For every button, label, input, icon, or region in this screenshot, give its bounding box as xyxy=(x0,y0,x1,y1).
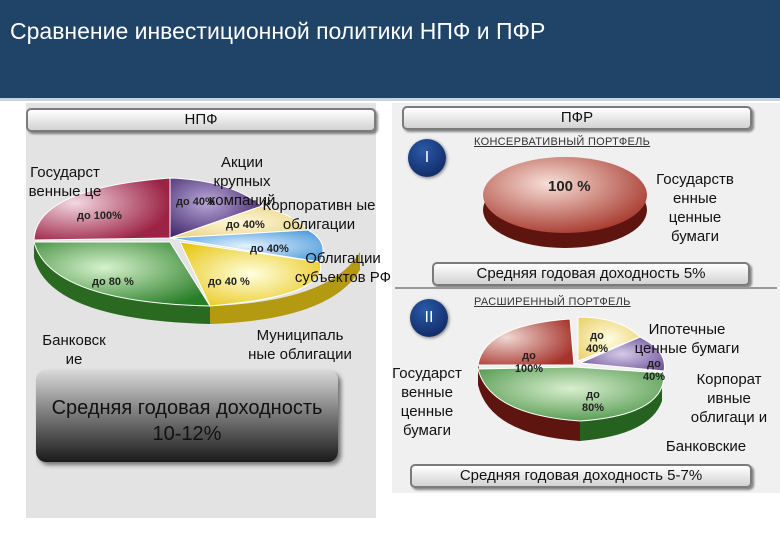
conservative-label-gov: Государств енные ценные бумаги xyxy=(656,171,734,245)
pfr-header: ПФР xyxy=(402,106,752,130)
pfr-divider xyxy=(395,287,777,289)
extended-pie-slice-corp xyxy=(579,336,665,372)
extended-yield: Средняя годовая доходность 5-7% xyxy=(410,464,752,488)
npf-slice-label-subj: до 40% xyxy=(250,243,289,255)
npf-slice-label-bank: до 80 % xyxy=(92,276,134,288)
pie-side-bank xyxy=(34,240,210,324)
npf-header: НПФ xyxy=(26,108,376,132)
npf-label-corp: Корпоративн ые облигации xyxy=(262,197,376,233)
npf-slice-label-stocks: до 40% xyxy=(176,196,215,208)
page-title: Сравнение инвестиционной политики НПФ и … xyxy=(10,18,546,44)
extended-pie-slice-gov xyxy=(477,318,575,366)
pie-side-muni xyxy=(210,252,360,324)
npf-slice-label-corp: до 40% xyxy=(226,219,265,231)
conservative-pie-slice xyxy=(483,157,647,233)
extended-slice-label-bank: до 80% xyxy=(581,389,605,414)
pie-slice-gov xyxy=(33,177,171,241)
npf-slice-label-gov: до 100% xyxy=(77,210,122,222)
conservative-yield: Средняя годовая доходность 5% xyxy=(432,262,750,286)
extended-label-corp: Корпорат ивные облигаци и xyxy=(690,371,768,426)
npf-pie-chart xyxy=(33,177,360,324)
npf-slice-label-muni: до 40 % xyxy=(208,276,250,288)
npf-label-stocks: Акции крупных компаний xyxy=(208,154,276,209)
npf-yield-text: Средняя годовая доходность 10-12% xyxy=(51,397,323,445)
extended-label-bank: Банковские xyxy=(665,438,747,455)
extended-title: РАСШИРЕННЫЙ ПОРТФЕЛЬ xyxy=(474,296,631,308)
pie-slice-bank xyxy=(33,241,211,307)
npf-label-subj: Облигации субъектов РФ xyxy=(294,250,392,286)
extended-label-mortgage: Ипотечные ценные бумаги xyxy=(634,321,740,357)
extended-slice-label-corp: до 40% xyxy=(642,358,666,383)
pie-slice-muni xyxy=(179,241,322,307)
conservative-slice-label: 100 % xyxy=(548,178,591,195)
extended-pie-slice-mortgage xyxy=(577,316,641,362)
extended-slice-label-gov: до 100% xyxy=(514,350,544,375)
npf-yield-box: Средняя годовая доходность 10-12% xyxy=(36,370,338,462)
conservative-title: КОНСЕРВАТИВНЫЙ ПОРТФЕЛЬ xyxy=(474,136,651,148)
extended-pie-slice-bank xyxy=(477,366,665,422)
extended-label-gov: Государст венные ценные бумаги xyxy=(392,365,462,439)
conservative-pie-chart xyxy=(483,157,647,248)
conservative-numeral-badge: I xyxy=(408,139,446,177)
extended-pie-chart xyxy=(477,316,665,441)
extended-numeral-badge: II xyxy=(410,299,448,337)
extended-pie-side-gov xyxy=(478,365,580,441)
extended-slice-label-mortgage: до 40% xyxy=(585,330,609,355)
pie-slice-stocks xyxy=(169,177,264,239)
npf-label-muni: Муниципаль ные облигации xyxy=(248,327,352,363)
npf-label-gov: Государст венные це xyxy=(28,164,102,200)
extended-pie-side-bank xyxy=(580,381,662,441)
title-bar xyxy=(0,0,780,101)
